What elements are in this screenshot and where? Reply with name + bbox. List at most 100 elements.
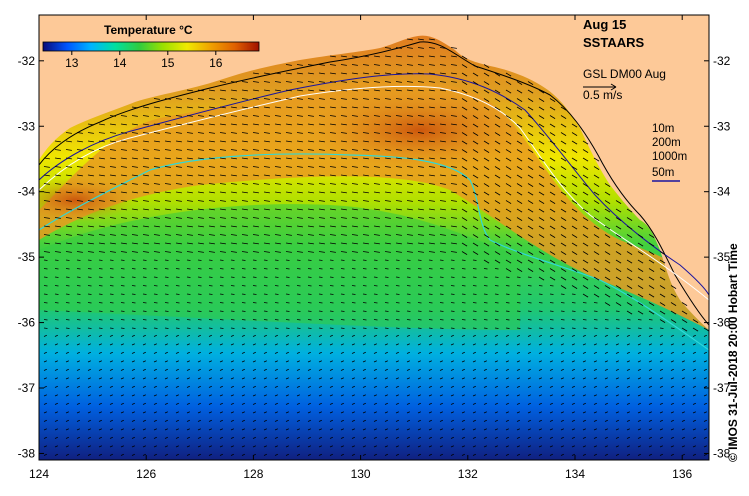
current-vector-arrow	[131, 402, 135, 405]
current-vector-arrow	[98, 259, 103, 261]
current-vector-arrow	[296, 436, 300, 439]
current-vector-arrow	[538, 115, 545, 119]
current-vector-arrow	[307, 411, 311, 414]
current-vector-arrow	[164, 217, 171, 219]
current-vector-arrow	[494, 174, 501, 179]
current-vector-arrow	[428, 377, 432, 380]
current-vector-arrow	[197, 385, 201, 388]
current-vector-arrow	[43, 208, 50, 211]
current-vector-arrow	[373, 268, 378, 270]
current-vector-arrow	[175, 208, 182, 211]
current-vector-arrow	[505, 140, 512, 145]
current-vector-arrow	[318, 140, 325, 143]
current-vector-arrow	[593, 327, 598, 329]
current-vector-arrow	[362, 183, 369, 185]
current-vector-arrow	[703, 402, 707, 405]
current-vector-arrow	[263, 106, 270, 109]
current-vector-arrow	[329, 217, 336, 219]
current-vector-arrow	[153, 149, 160, 151]
current-vector-arrow	[208, 115, 215, 117]
current-vector-arrow	[428, 47, 435, 49]
current-vector-arrow	[230, 106, 237, 109]
current-vector-arrow	[54, 394, 58, 397]
current-vector-arrow	[593, 208, 600, 213]
current-vector-arrow	[362, 259, 367, 261]
current-vector-arrow	[98, 166, 105, 168]
current-vector-arrow	[263, 208, 270, 211]
current-vector-arrow	[164, 385, 168, 388]
current-vector-arrow	[384, 217, 391, 219]
current-vector-arrow	[362, 302, 367, 304]
current-vector-arrow	[65, 368, 69, 371]
current-vector-arrow	[692, 351, 696, 354]
current-vector-arrow	[43, 285, 48, 287]
current-vector-arrow	[120, 351, 124, 354]
current-vector-arrow	[593, 191, 600, 196]
current-vector-arrow	[208, 453, 212, 456]
current-vector-arrow	[241, 166, 248, 168]
current-vector-arrow	[362, 394, 366, 397]
current-vector-arrow	[450, 234, 457, 236]
map-subtitle: SSTAARS	[583, 35, 644, 50]
current-vector-arrow	[461, 174, 468, 179]
current-vector-arrow	[494, 200, 501, 204]
current-vector-arrow	[274, 268, 279, 270]
current-vector-arrow	[274, 191, 281, 194]
current-vector-arrow	[131, 259, 136, 261]
current-vector-arrow	[373, 436, 377, 439]
current-vector-arrow	[87, 123, 94, 126]
current-vector-arrow	[538, 200, 545, 204]
current-vector-arrow	[483, 157, 490, 162]
current-vector-arrow	[516, 259, 523, 264]
current-vector-arrow	[395, 293, 400, 295]
current-vector-arrow	[428, 310, 433, 312]
current-vector-arrow	[285, 351, 289, 354]
current-vector-arrow	[362, 351, 366, 354]
current-vector-arrow	[98, 351, 102, 354]
current-vector-arrow	[593, 368, 597, 371]
current-vector-arrow	[230, 360, 234, 363]
current-vector-arrow	[285, 174, 292, 177]
current-vector-arrow	[340, 368, 344, 371]
current-vector-arrow	[120, 191, 127, 194]
current-vector-arrow	[395, 319, 400, 321]
current-vector-arrow	[263, 259, 268, 261]
current-vector-arrow	[450, 351, 454, 354]
current-vector-arrow	[241, 242, 248, 245]
current-vector-arrow	[329, 368, 333, 371]
current-vector-arrow	[582, 436, 586, 439]
current-vector-arrow	[65, 343, 69, 346]
current-vector-arrow	[604, 242, 611, 247]
current-vector-arrow	[142, 310, 147, 312]
current-vector-arrow	[98, 360, 102, 363]
current-vector-arrow	[428, 343, 432, 346]
current-vector-arrow	[54, 302, 59, 304]
current-vector-arrow	[274, 310, 279, 312]
current-vector-arrow	[142, 157, 149, 160]
current-vector-arrow	[318, 183, 325, 185]
current-vector-arrow	[362, 293, 367, 295]
current-vector-arrow	[538, 302, 543, 304]
current-vector-arrow	[439, 268, 444, 270]
current-vector-arrow	[395, 445, 399, 448]
current-vector-arrow	[296, 234, 303, 236]
current-vector-arrow	[109, 385, 113, 388]
current-vector-arrow	[527, 293, 532, 295]
current-vector-arrow	[648, 293, 655, 298]
current-vector-arrow	[494, 293, 499, 295]
current-vector-arrow	[571, 445, 575, 448]
current-vector-arrow	[131, 140, 138, 143]
current-vector-arrow	[560, 217, 567, 221]
current-vector-arrow	[351, 327, 356, 329]
current-vector-arrow	[153, 259, 158, 261]
current-vector-arrow	[241, 351, 245, 354]
current-vector-arrow	[285, 132, 292, 134]
current-vector-arrow	[230, 445, 234, 448]
current-vector-arrow	[538, 445, 542, 448]
current-vector-arrow	[318, 72, 325, 75]
current-vector-arrow	[153, 174, 160, 177]
current-vector-arrow	[208, 251, 215, 253]
current-vector-arrow	[76, 191, 83, 194]
current-vector-arrow	[153, 234, 160, 236]
current-vector-arrow	[417, 293, 422, 295]
